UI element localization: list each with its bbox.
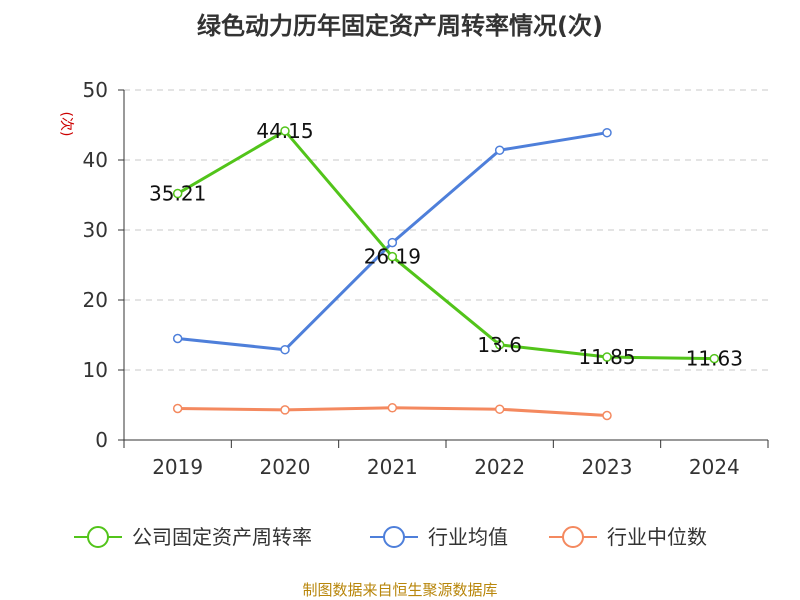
data-point	[494, 404, 505, 414]
y-tick-label: 40	[83, 148, 108, 172]
legend-item: 公司固定资产周转率	[74, 525, 312, 549]
data-point	[172, 403, 183, 414]
data-point	[709, 353, 720, 364]
legend-item: 行业均值	[370, 525, 508, 549]
series-group	[172, 403, 612, 421]
x-tick-label: 2021	[367, 455, 418, 479]
y-tick-label: 20	[83, 288, 108, 312]
chart-title: 绿色动力历年固定资产周转率情况(次)	[197, 12, 603, 40]
legend-item: 行业中位数	[549, 525, 707, 549]
data-labels: 35.21 44.15 26.19 13.6 11.85 11.63	[149, 119, 743, 371]
data-point	[494, 340, 505, 350]
x-tick-label: 2023	[582, 455, 633, 479]
data-point	[280, 126, 290, 136]
data-point	[172, 188, 183, 199]
grid-lines	[124, 89, 768, 371]
data-point	[280, 344, 290, 355]
series-group	[172, 126, 720, 364]
legend-label: 公司固定资产周转率	[132, 525, 312, 549]
data-point	[602, 352, 612, 362]
y-tick-label: 50	[83, 78, 108, 102]
data-label: 13.6	[477, 333, 522, 357]
legend-label: 行业均值	[428, 525, 508, 549]
data-point	[387, 251, 398, 262]
x-tick-label: 2022	[474, 455, 525, 479]
data-point	[280, 405, 290, 415]
y-tick-label: 10	[83, 358, 108, 382]
data-label: 35.21	[149, 182, 206, 206]
series-lines	[172, 126, 720, 421]
data-point	[602, 410, 612, 421]
x-tick-label: 2024	[689, 455, 740, 479]
x-tick-label: 2019	[152, 455, 203, 479]
y-tick-label: 30	[83, 218, 108, 242]
y-tick-label: 0	[95, 428, 108, 452]
data-label: 44.15	[256, 119, 313, 143]
data-point	[387, 237, 398, 248]
data-point	[172, 333, 183, 344]
y-axis-label: (次)	[58, 112, 74, 137]
series-group	[172, 127, 612, 355]
data-point	[602, 127, 612, 138]
series-line	[176, 129, 715, 361]
data-point	[494, 145, 505, 155]
legend: 公司固定资产周转率 行业均值 行业中位数	[74, 525, 707, 549]
axes: 0 10 20 30 40 50 2019 2020 2021 2022 2023 2024	[83, 78, 769, 479]
legend-marker	[87, 526, 109, 548]
legend-marker	[383, 526, 405, 548]
data-label: 26.19	[364, 245, 421, 269]
data-label: 11.63	[686, 347, 743, 371]
x-tick-label: 2020	[260, 455, 311, 479]
legend-marker	[562, 526, 584, 548]
data-label: 11.85	[578, 345, 635, 369]
data-point	[387, 403, 398, 413]
source-note: 制图数据来自恒生聚源数据库	[302, 581, 497, 599]
legend-label: 行业中位数	[607, 525, 707, 549]
